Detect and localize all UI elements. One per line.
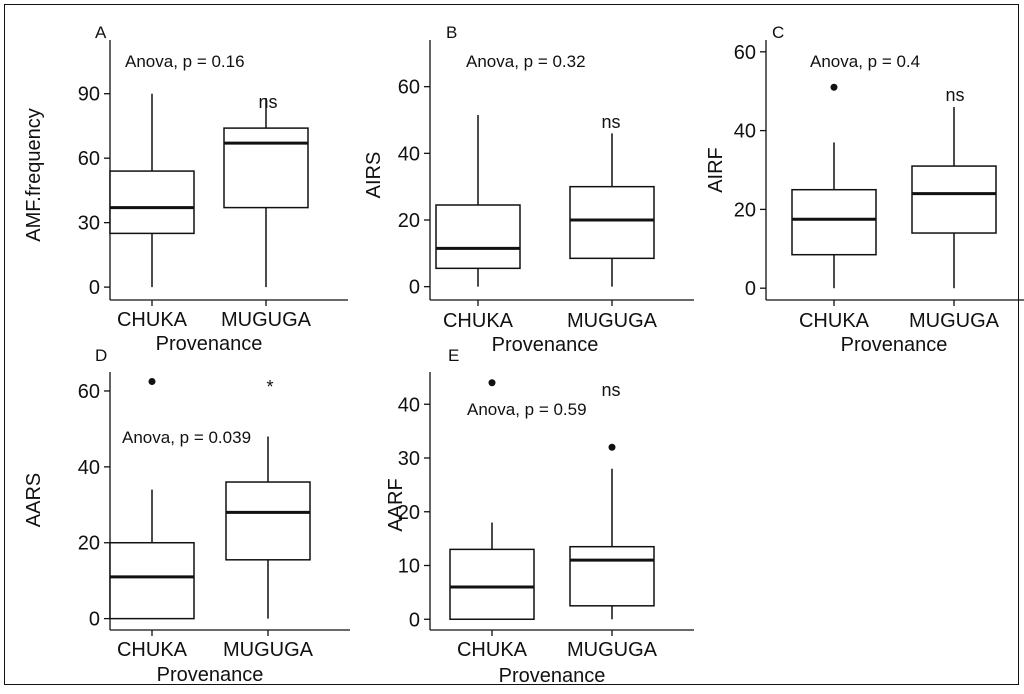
x-axis-title: Provenance [841, 334, 948, 356]
x-axis-title: Provenance [156, 333, 263, 355]
y-tick-label: 0 [409, 277, 420, 299]
y-axis-title: AARF [385, 478, 407, 531]
anova-annotation: Anova, p = 0.59 [467, 400, 587, 419]
box-chuka: CHUKA [435, 115, 521, 332]
box-chuka: CHUKA [109, 93, 195, 331]
box-chuka: CHUKA [449, 379, 535, 661]
y-tick-label: 30 [78, 213, 100, 235]
significance-label: ns [258, 92, 277, 112]
y-tick-label: 20 [78, 533, 100, 555]
box-iqr [569, 545, 655, 607]
y-tick-label: 40 [734, 121, 756, 143]
anova-annotation: Anova, p = 0.16 [125, 52, 245, 71]
x-tick-label: MUGUGA [909, 310, 1000, 332]
y-tick-label: 0 [745, 278, 756, 300]
y-tick-label: 40 [398, 394, 420, 416]
significance-label: * [266, 377, 273, 397]
box-iqr [569, 185, 655, 260]
panel-letter: D [95, 346, 107, 365]
y-tick-label: 60 [398, 77, 420, 99]
x-tick-label: CHUKA [457, 639, 528, 661]
y-axis-title: AMF.frequency [23, 108, 45, 241]
y-axis-title: AIRS [363, 152, 385, 199]
x-axis-title: Provenance [157, 664, 264, 686]
significance-label: ns [601, 380, 620, 400]
anova-annotation: Anova, p = 0.32 [466, 52, 586, 71]
anova-annotation: Anova, p = 0.039 [122, 428, 251, 447]
box-iqr [911, 165, 997, 234]
y-tick-label: 0 [89, 609, 100, 631]
box-muguga: MUGUGA [567, 443, 658, 661]
y-axis-title: AARS [23, 473, 45, 527]
x-axis-title: Provenance [492, 334, 599, 356]
box-muguga: MUGUGA [221, 98, 312, 331]
box-muguga: MUGUGA [567, 133, 658, 332]
box-chuka: CHUKA [791, 83, 877, 332]
y-tick-label: 60 [78, 381, 100, 403]
box-iqr [791, 188, 877, 256]
x-tick-label: CHUKA [443, 310, 514, 332]
y-tick-label: 60 [78, 148, 100, 170]
outlier-point [608, 443, 616, 451]
x-tick-label: MUGUGA [221, 309, 312, 331]
x-tick-label: MUGUGA [223, 639, 314, 661]
significance-label: ns [601, 112, 620, 132]
y-tick-label: 20 [398, 502, 420, 524]
anova-annotation: Anova, p = 0.4 [810, 52, 920, 71]
box-iqr [225, 481, 311, 561]
box-chuka: CHUKA [109, 377, 195, 661]
x-tick-label: CHUKA [117, 309, 188, 331]
box-iqr [109, 170, 195, 235]
panel-e: E 0 10 20 30 40 CHUKA MUGUGA Provenance AARF Anova… [385, 346, 694, 687]
y-axis-title: AIRF [705, 147, 727, 193]
box-muguga: MUGUGA [223, 436, 314, 661]
x-tick-label: MUGUGA [567, 310, 658, 332]
panel-d: D 0 20 40 60 CHUKA MUGUGA Provenance AARS Anova, … [23, 346, 350, 686]
panel-letter: C [772, 23, 784, 42]
outlier-point [148, 377, 156, 385]
y-tick-label: 40 [398, 143, 420, 165]
x-tick-label: CHUKA [117, 639, 188, 661]
box-iqr [109, 541, 195, 620]
y-tick-label: 90 [78, 84, 100, 106]
box-iqr [435, 204, 521, 270]
box-iqr [449, 548, 535, 620]
y-tick-label: 60 [734, 42, 756, 64]
box-muguga: MUGUGA [909, 106, 1000, 332]
y-tick-label: 20 [734, 199, 756, 221]
x-tick-label: CHUKA [799, 310, 870, 332]
x-axis-title: Provenance [499, 665, 606, 687]
y-tick-label: 20 [398, 210, 420, 232]
panel-letter: B [446, 23, 457, 42]
significance-label: ns [945, 85, 964, 105]
outlier-point [488, 379, 496, 387]
x-tick-label: MUGUGA [567, 639, 658, 661]
y-tick-label: 0 [89, 277, 100, 299]
y-tick-label: 0 [409, 609, 420, 631]
outlier-point [830, 83, 838, 91]
panel-letter: E [448, 346, 459, 365]
box-iqr [223, 127, 309, 209]
panel-letter: A [95, 23, 107, 42]
y-tick-label: 30 [398, 448, 420, 470]
y-tick-label: 10 [398, 556, 420, 578]
y-tick-label: 40 [78, 457, 100, 479]
